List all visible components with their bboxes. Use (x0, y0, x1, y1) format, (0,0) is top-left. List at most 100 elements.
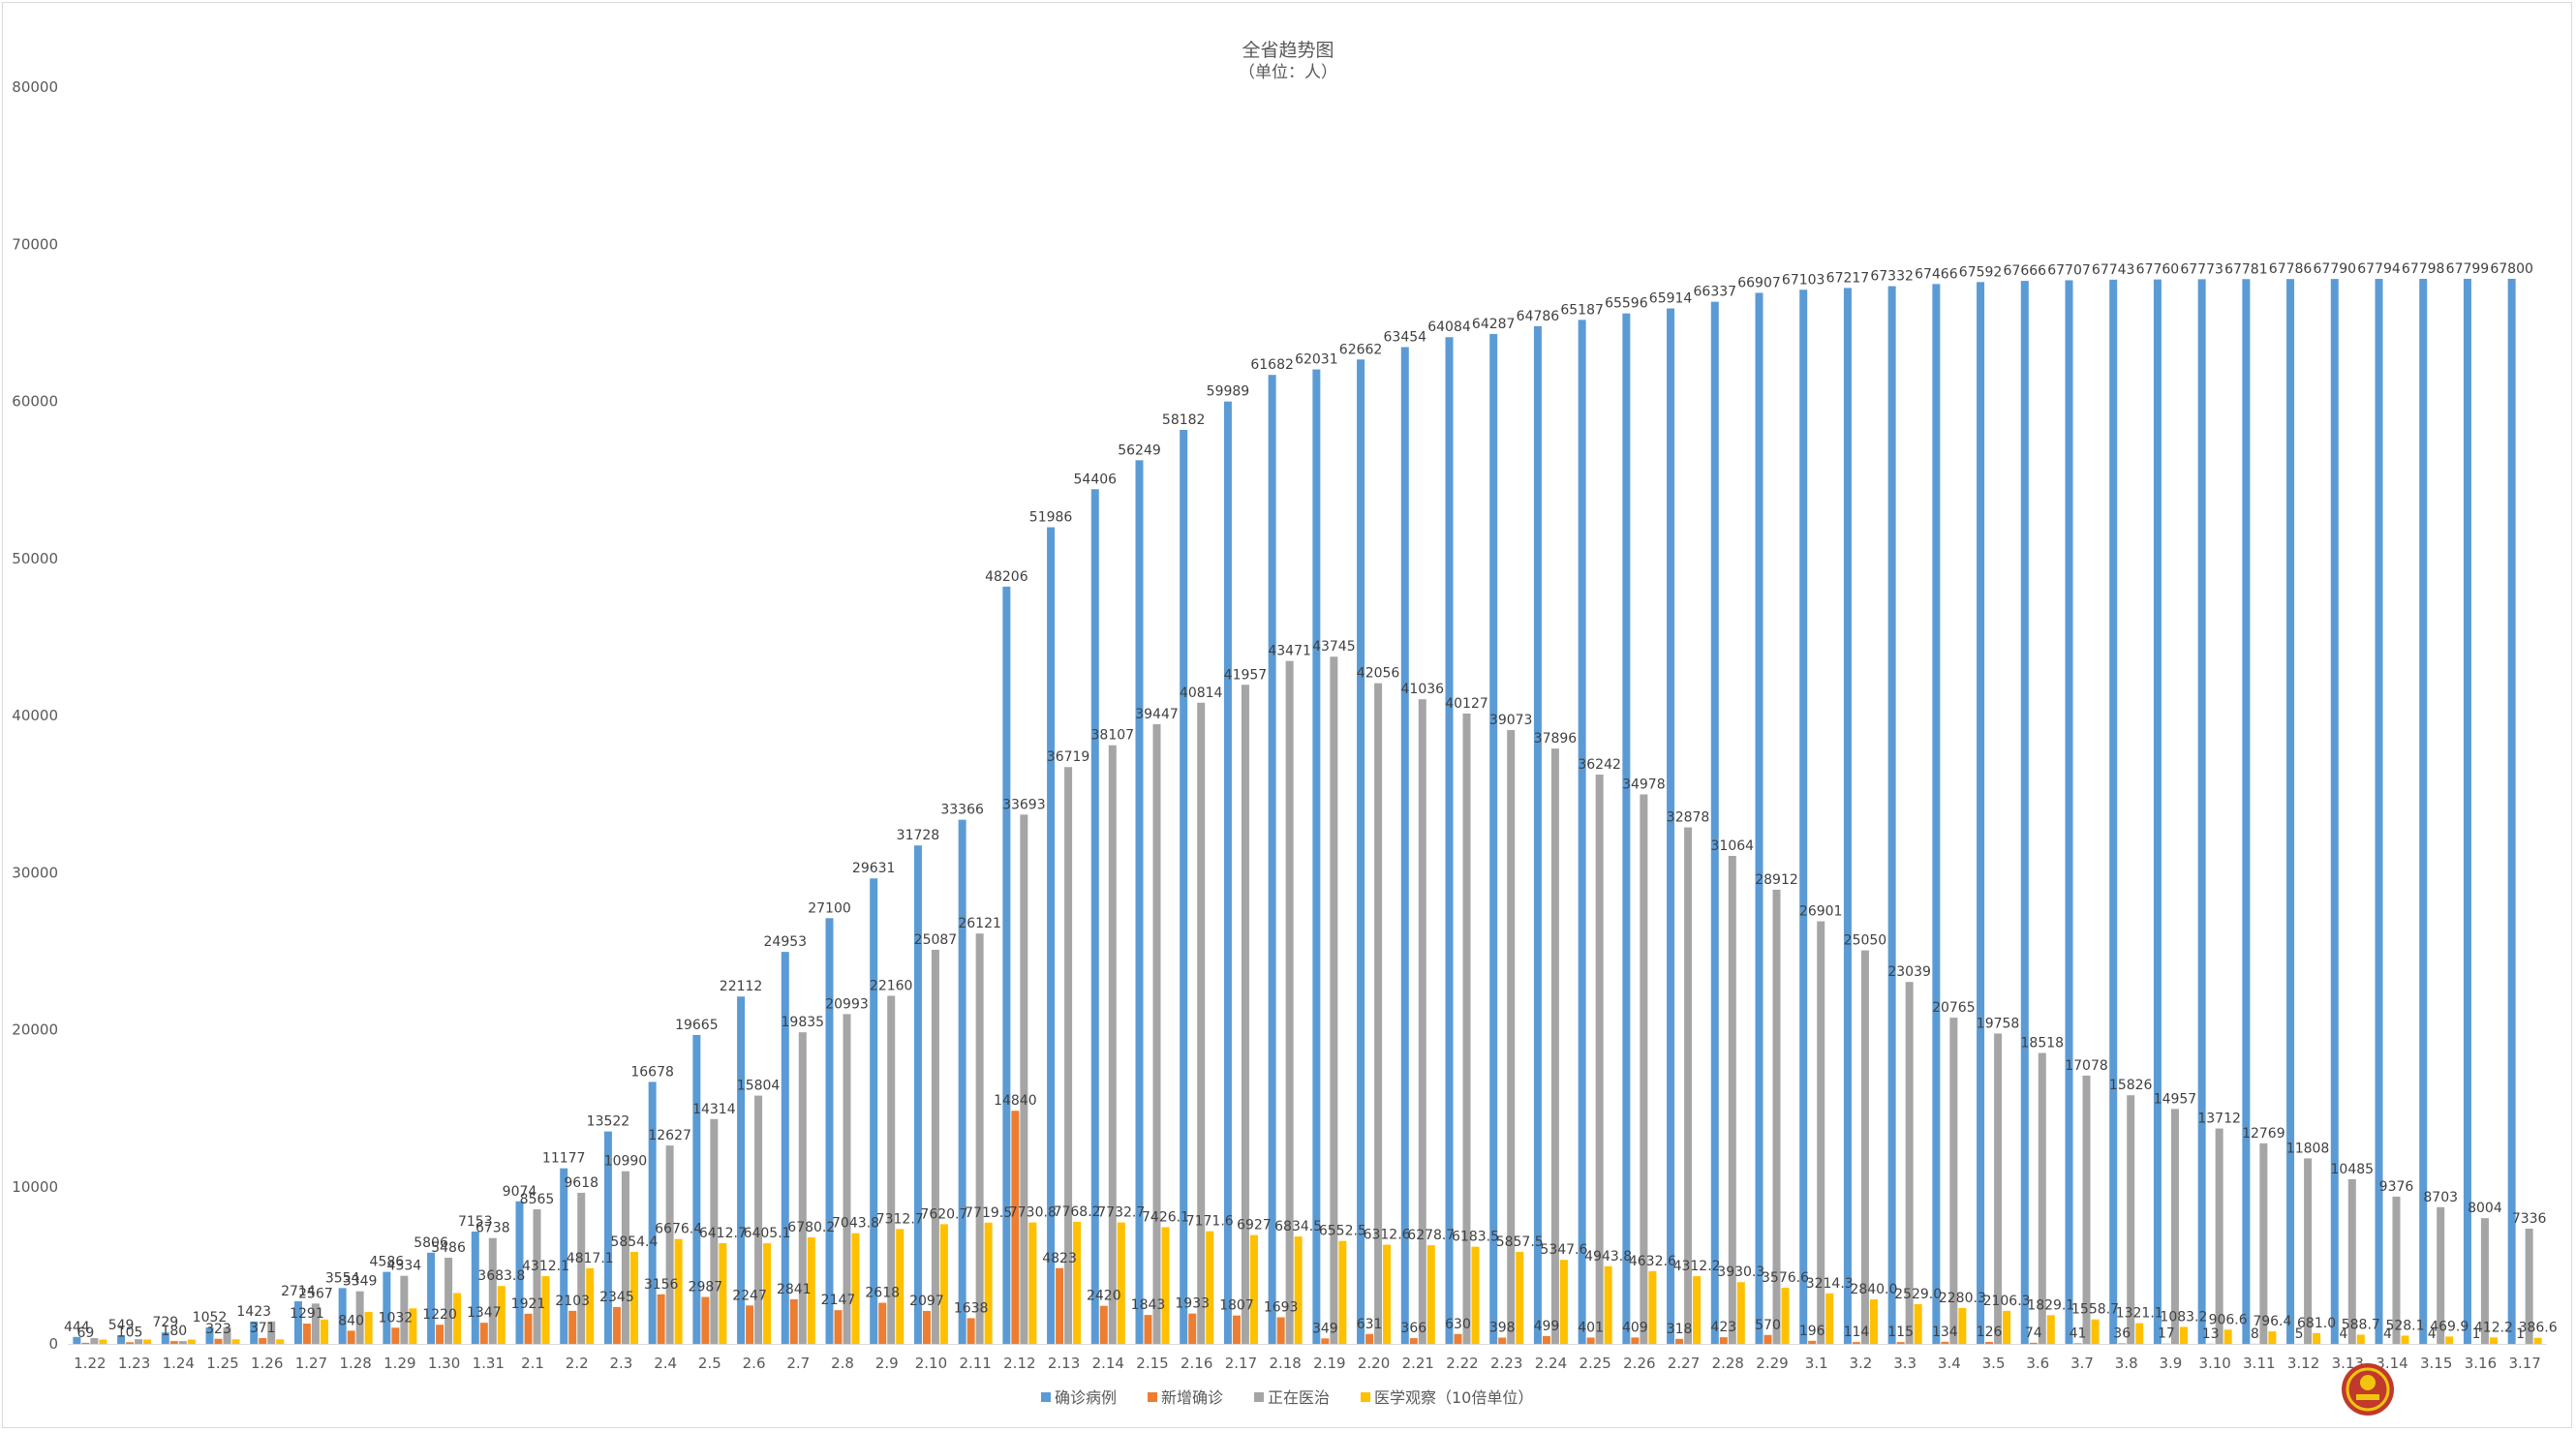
bar (1533, 325, 1542, 1345)
data-label: 14314 (692, 1102, 736, 1117)
x-tick-label: 2.9 (875, 1355, 899, 1372)
x-tick-label: 2.20 (1358, 1355, 1390, 1372)
data-label: 9618 (564, 1175, 598, 1191)
data-label: 67760 (2136, 262, 2180, 278)
bar (2003, 1310, 2011, 1344)
data-label: 42056 (1357, 666, 1400, 682)
bar (1365, 1333, 1374, 1344)
x-tick-label: 2.18 (1269, 1355, 1301, 1372)
data-label: 40814 (1180, 686, 1223, 701)
bar (1276, 1317, 1285, 1344)
data-label: 7426.1 (1142, 1210, 1189, 1226)
bar (205, 1326, 214, 1344)
bar (896, 1229, 905, 1344)
data-label: 59989 (1207, 384, 1250, 400)
data-label: 8 (2251, 1326, 2259, 1342)
bar (1905, 982, 1914, 1344)
x-tick-label: 2.12 (1003, 1355, 1035, 1372)
data-label: 32878 (1667, 810, 1710, 826)
data-label: 318 (1667, 1322, 1693, 1337)
chart-title: 全省趋势图 (1242, 40, 1334, 61)
data-label: 56249 (1118, 442, 1161, 458)
x-tick-label: 3.10 (2198, 1355, 2230, 1372)
bar (2463, 278, 2471, 1345)
bar (612, 1306, 621, 1344)
data-label: 29631 (852, 861, 896, 876)
emblem-seal (2342, 1363, 2394, 1416)
bar (1914, 1303, 1922, 1344)
bar (1028, 1222, 1037, 1344)
bar (2304, 1158, 2313, 1344)
bar (488, 1237, 497, 1344)
bar (1383, 1244, 1392, 1344)
bar (1108, 745, 1117, 1344)
bar (2525, 1228, 2533, 1344)
bar (2375, 279, 2383, 1344)
y-tick-label: 40000 (12, 707, 58, 724)
bar (267, 1321, 276, 1344)
data-label: 2247 (732, 1288, 767, 1303)
data-label: 13712 (2197, 1112, 2241, 1127)
bar (1020, 814, 1028, 1344)
x-tick-label: 2.23 (1490, 1355, 1522, 1372)
bar (1958, 1308, 1967, 1344)
bar (1294, 1236, 1303, 1344)
bar (2038, 1052, 2046, 1344)
bar (629, 1252, 638, 1344)
bar (73, 1336, 81, 1344)
data-label: 2841 (777, 1282, 812, 1297)
data-label: 423 (1710, 1320, 1736, 1335)
data-label: 1558.7 (2071, 1302, 2119, 1318)
x-tick-label: 1.27 (295, 1355, 327, 1372)
data-label: 67800 (2490, 261, 2533, 277)
bar (1755, 292, 1763, 1345)
data-label: 67786 (2269, 261, 2313, 277)
bar (2065, 280, 2073, 1345)
data-label: 67781 (2224, 261, 2268, 277)
x-tick-label: 2.25 (1579, 1355, 1610, 1372)
bar (648, 1082, 657, 1344)
bar (1188, 1313, 1197, 1344)
bar (1489, 333, 1498, 1345)
bar (834, 1310, 843, 1344)
data-label: 1693 (1264, 1300, 1299, 1316)
bar (843, 1014, 851, 1344)
x-tick-label: 1.29 (383, 1355, 415, 1372)
data-label: 180 (161, 1324, 187, 1339)
data-label: 33366 (940, 803, 984, 818)
y-tick-label: 70000 (12, 235, 58, 253)
bar (320, 1319, 328, 1344)
bar (338, 1288, 347, 1344)
x-tick-label: 3.16 (2465, 1355, 2497, 1372)
bar (781, 952, 789, 1344)
x-tick-label: 3.9 (2159, 1355, 2182, 1372)
bar (2313, 1332, 2321, 1344)
y-tick-label: 10000 (12, 1178, 58, 1196)
bar (1604, 1265, 1612, 1344)
data-label: 6676.4 (655, 1222, 702, 1237)
data-label: 67217 (1826, 270, 1870, 286)
data-label: 7620.7 (920, 1206, 967, 1222)
data-label: 2420 (1087, 1289, 1121, 1304)
data-label: 3349 (343, 1274, 378, 1290)
bar (453, 1293, 462, 1344)
bar (471, 1231, 479, 1344)
data-label: 401 (1578, 1320, 1604, 1335)
bar (2127, 1095, 2135, 1344)
data-label: 409 (1622, 1320, 1648, 1335)
data-label: 196 (1799, 1324, 1825, 1339)
bar (851, 1233, 860, 1344)
data-label: 2280.3 (1939, 1291, 1986, 1306)
data-label: 11177 (542, 1151, 586, 1167)
data-label: 19758 (1977, 1016, 2020, 1031)
bar (81, 1342, 90, 1344)
bar (2268, 1331, 2277, 1344)
bar (302, 1324, 311, 1344)
x-tick-label: 3.5 (1982, 1355, 2006, 1372)
data-label: 2840.0 (1850, 1282, 1897, 1297)
data-label: 1291 (290, 1306, 324, 1322)
bar (2356, 1334, 2365, 1344)
bar (1330, 656, 1338, 1344)
data-label: 22112 (720, 979, 763, 994)
